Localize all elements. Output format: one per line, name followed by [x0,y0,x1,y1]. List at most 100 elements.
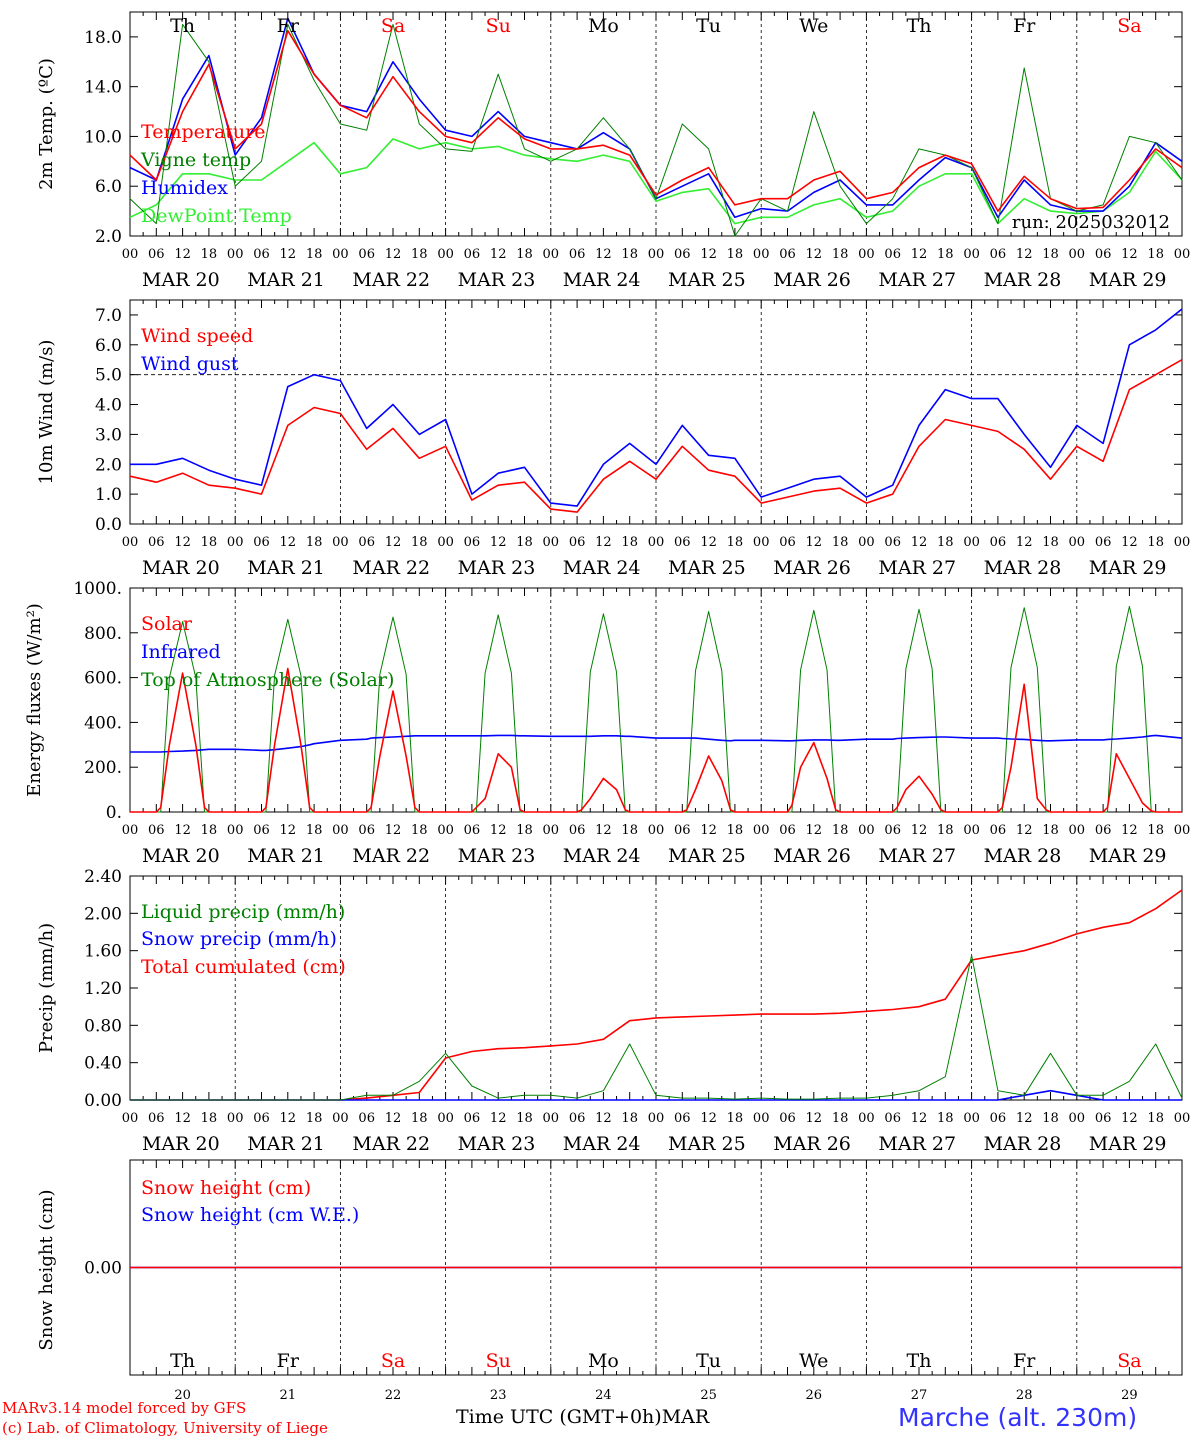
wind-hour-label: 00 [543,535,560,550]
wind-hour-label: 06 [148,535,165,550]
precip-hour-label: 12 [806,1111,823,1126]
wind-date-label: MAR 28 [984,557,1062,579]
precip-hour-label: 06 [1095,1111,1112,1126]
temperature-hour-label: 00 [858,247,875,262]
wind-ytick-label: 6.0 [95,336,122,356]
wind-date-label: MAR 29 [1089,557,1167,579]
wind-ytick-label: 1.0 [95,485,122,505]
energy-hour-label: 12 [700,823,717,838]
temperature-hour-label: 12 [806,247,823,262]
precip-hour-label: 12 [490,1111,507,1126]
energy-hour-label: 06 [674,823,691,838]
temperature-date-label: MAR 23 [458,269,536,291]
wind-hour-label: 18 [937,535,954,550]
precip-hour-label: 06 [358,1111,375,1126]
energy-hour-label: 18 [937,823,954,838]
energy-hour-label: 06 [148,823,165,838]
snow-legend-label: Snow height (cm) [141,1177,311,1199]
precip-date-label: MAR 26 [773,1133,851,1155]
wind-hour-label: 18 [621,535,638,550]
energy-hour-label: 18 [306,823,323,838]
meteogram: 00 06 12 18 00 06 12 18 00 06 12 18 00 06 12 18 00 06 12 18… [24,11,1191,1400]
temperature-hour-label: 18 [201,247,218,262]
snow-weekday-label: Mo [588,1350,619,1372]
energy-hour-label: 12 [595,823,612,838]
energy-hour-label: 06 [990,823,1007,838]
precip-hour-label: 18 [1042,1111,1059,1126]
precip-hour-label: 00 [437,1111,454,1126]
energy-date-label: MAR 28 [984,845,1062,867]
wind-date-label: MAR 20 [142,557,220,579]
temperature-hour-label: 06 [148,247,165,262]
precip-legend-label: Liquid precip (mm/h) [141,901,345,923]
snow-weekday-label: Su [486,1350,511,1372]
snow-legend-label: Snow height (cm W.E.) [141,1204,359,1226]
energy-hour-label: 18 [621,823,638,838]
temperature-hour-label: 00 [437,247,454,262]
energy-hour-label: 00 [437,823,454,838]
wind-hour-label: 00 [1069,535,1086,550]
precip-hour-label: 06 [990,1111,1007,1126]
temperature-weekday-label: Fr [277,15,300,37]
wind-hour-label: 18 [201,535,218,550]
temperature-weekday-label: Sa [1117,15,1141,37]
energy-hour-label: 00 [858,823,875,838]
day-number-label: 28 [1016,1388,1033,1400]
precip-hour-label: 06 [779,1111,796,1126]
wind-hour-label: 12 [280,535,297,550]
wind-hour-label: 06 [674,535,691,550]
temperature-hour-label: 18 [832,247,849,262]
wind-hour-label: 00 [1174,535,1191,550]
precip-hour-label: 18 [937,1111,954,1126]
station-name: Marche (alt. 230m) [898,1403,1138,1432]
temperature-hour-label: 18 [1042,247,1059,262]
temperature-legend-label: Humidex [141,177,228,199]
energy-hour-label: 18 [516,823,533,838]
wind-ytick-label: 7.0 [95,306,122,326]
temperature-hour-label: 18 [727,247,744,262]
wind-hour-label: 18 [306,535,323,550]
precip-hour-label: 00 [332,1111,349,1126]
temperature-hour-label: 00 [648,247,665,262]
precip-hour-label: 06 [464,1111,481,1126]
wind-ytick-label: 5.0 [95,366,122,386]
wind-hour-label: 06 [1095,535,1112,550]
precip-hour-label: 18 [621,1111,638,1126]
temperature-series-line [129,23,1183,237]
energy-ytick-label: 400. [84,713,122,733]
precip-ytick-label: 2.00 [84,904,122,924]
precip-hour-label: 12 [1016,1111,1033,1126]
wind-hour-label: 18 [832,535,849,550]
energy-frame [129,587,1183,813]
day-number-label: 24 [595,1388,612,1400]
precip-hour-label: 06 [148,1111,165,1126]
precip-date-label: MAR 28 [984,1133,1062,1155]
temperature-weekday-label: We [799,15,828,37]
precip-hour-label: 12 [1121,1111,1138,1126]
energy-hour-label: 00 [1174,823,1191,838]
precip-hour-label: 12 [385,1111,402,1126]
temperature-hour-label: 00 [753,247,770,262]
precip-hour-label: 06 [884,1111,901,1126]
temperature-ytick-label: 18.0 [84,28,122,48]
precip-date-label: MAR 29 [1089,1133,1167,1155]
temperature-hour-label: 12 [174,247,191,262]
temperature-hour-label: 18 [516,247,533,262]
wind-ytick-label: 4.0 [95,396,122,416]
temperature-hour-label: 00 [227,247,244,262]
precip-ytick-label: 1.60 [84,942,122,962]
temperature-date-label: MAR 29 [1089,269,1167,291]
energy-hour-label: 00 [648,823,665,838]
wind-hour-label: 18 [1147,535,1164,550]
temperature-hour-label: 00 [543,247,560,262]
precip-hour-label: 06 [569,1111,586,1126]
precip-hour-label: 00 [1174,1111,1191,1126]
wind-hour-label: 12 [1016,535,1033,550]
wind-ytick-label: 3.0 [95,425,122,445]
energy-date-label: MAR 23 [458,845,536,867]
snow-weekday-label: Fr [1013,1350,1036,1372]
run-label: run: 2025032012 [1012,212,1170,233]
energy-hour-label: 00 [332,823,349,838]
temperature-hour-label: 06 [464,247,481,262]
wind-hour-label: 18 [727,535,744,550]
